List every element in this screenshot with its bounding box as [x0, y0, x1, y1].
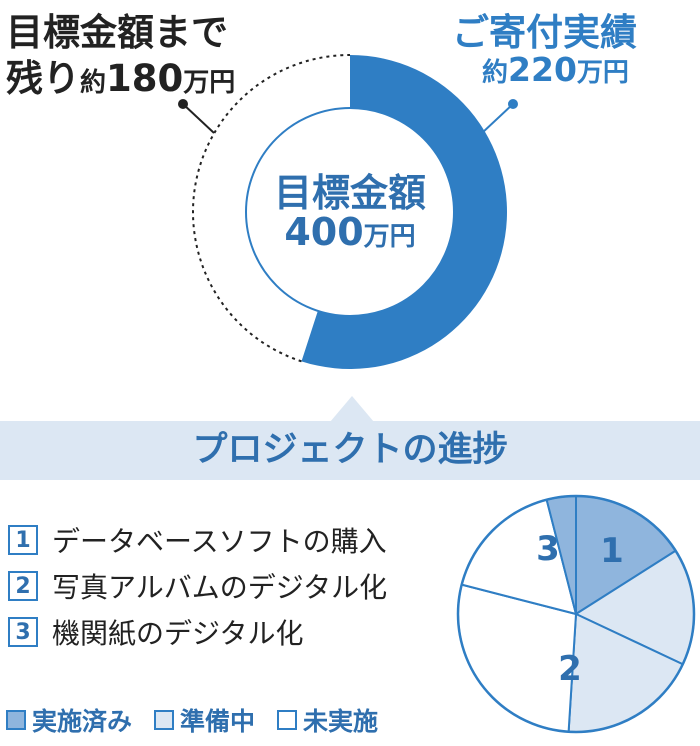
- donation-actual-unit: 万円: [576, 58, 629, 88]
- donut-leader-lines: [178, 99, 518, 134]
- task-item-2: 2 写真アルバムのデジタル化: [8, 568, 387, 604]
- target-amount-unit: 万円: [363, 222, 416, 252]
- pie-label-2: 2: [558, 649, 582, 689]
- donation-actual-number: 220: [508, 50, 577, 89]
- remaining-label-prefix: 約: [80, 68, 107, 98]
- task-label-1: データベースソフトの購入: [52, 525, 387, 558]
- task-number-2: 2: [8, 571, 38, 601]
- legend-label-done: 実施済み: [32, 707, 133, 736]
- task-number-1: 1: [8, 525, 38, 555]
- legend-item-none: 未実施: [277, 702, 378, 738]
- remaining-leader-dot: [178, 99, 188, 109]
- task-item-1: 1 データベースソフトの購入: [8, 522, 387, 558]
- donation-actual-value: 約220万円: [482, 50, 629, 89]
- target-amount-number: 400: [284, 210, 364, 254]
- remaining-label-line1: 目標金額まで: [6, 11, 228, 54]
- progress-banner-title: プロジェクトの進捗: [192, 430, 508, 470]
- remaining-unit: 万円: [183, 68, 236, 98]
- donut-inner-circle: [245, 107, 455, 317]
- legend-swatch-none: [277, 710, 298, 730]
- progress-pie-chart: 1 2 3: [456, 494, 696, 734]
- remaining-label-line2: 残り約180万円: [6, 48, 235, 102]
- donation-actual-prefix: 約: [482, 58, 509, 88]
- target-amount-label: 目標金額: [273, 171, 426, 215]
- donation-actual-title: ご寄付実績: [452, 11, 637, 54]
- legend-swatch-done: [6, 710, 26, 730]
- legend: 実施済み 準備中 未実施: [6, 702, 400, 738]
- pie-label-1: 1: [600, 531, 624, 571]
- donut-actual-slice: [301, 55, 507, 370]
- remaining-value: 180: [106, 57, 184, 100]
- target-amount-value: 400万円: [250, 210, 450, 254]
- task-item-3: 3 機関紙のデジタル化: [8, 614, 303, 650]
- task-label-3: 機関紙のデジタル化: [52, 617, 304, 650]
- legend-label-none: 未実施: [303, 707, 379, 736]
- legend-label-prep: 準備中: [180, 707, 256, 736]
- task-number-3: 3: [8, 617, 38, 647]
- progress-banner: [0, 421, 700, 480]
- remaining-label-main: 残り: [6, 57, 80, 100]
- banner-notch: [330, 396, 374, 422]
- remaining-leader-line: [182, 103, 215, 134]
- pie-outline: [456, 494, 696, 734]
- task-label-2: 写真アルバムのデジタル化: [52, 571, 388, 604]
- actual-leader-dot: [508, 99, 518, 109]
- actual-leader-line: [481, 103, 514, 134]
- legend-item-prep: 準備中: [154, 702, 255, 738]
- legend-swatch-prep: [154, 710, 175, 730]
- pie-label-3: 3: [536, 529, 560, 569]
- donut-chart: [192, 54, 507, 370]
- legend-item-done: 実施済み: [6, 702, 132, 738]
